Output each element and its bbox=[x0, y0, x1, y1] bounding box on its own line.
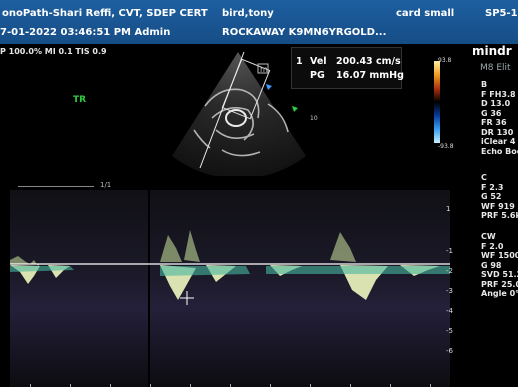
param-b-freq: F FH3.8 bbox=[481, 89, 516, 99]
operator-label: onoPath-Shari Reffi, CVT, SDEP CERT bbox=[2, 8, 208, 19]
param-b-dr: DR 130 bbox=[481, 127, 514, 137]
param-b-echo: Echo Boo bbox=[481, 146, 518, 156]
param-c-gain: G 52 bbox=[481, 192, 502, 201]
power-status: P 100.0% MI 0.1 TIS 0.9 bbox=[0, 47, 107, 56]
param-c-freq: F 2.3 bbox=[481, 182, 504, 192]
study-type: card small bbox=[396, 8, 455, 19]
pg-label: PG bbox=[310, 70, 325, 81]
measurement-box bbox=[291, 47, 402, 89]
cursor-cross[interactable] bbox=[180, 291, 194, 305]
patient-name: bird,tony bbox=[222, 8, 274, 19]
scale-tick: -1 bbox=[446, 247, 453, 255]
params-cw: CW F 2.0 WF 1500 G 98 SVD 51.2 PRF 25.0 … bbox=[481, 232, 518, 299]
sector-depth-label: 10 bbox=[310, 115, 318, 122]
params-c: C F 2.3 G 52 WF 919 PRF 5.6k bbox=[481, 173, 518, 221]
color-scale-max: 93.8 bbox=[438, 57, 452, 64]
scale-tick: -4 bbox=[446, 307, 453, 315]
scale-tick: -5 bbox=[446, 327, 453, 335]
measurement-index: 1 bbox=[296, 56, 303, 67]
param-cw-freq: F 2.0 bbox=[481, 241, 504, 251]
param-b-depth: D 13.0 bbox=[481, 99, 511, 108]
pg-value: 16.07 mmHg bbox=[336, 70, 404, 81]
scale-tick: -3 bbox=[446, 287, 453, 295]
doppler-spectrum bbox=[10, 190, 450, 387]
scale-tick: -6 bbox=[446, 347, 453, 355]
scale-tick: -2 bbox=[446, 267, 453, 275]
param-c-prf: PRF 5.6k bbox=[481, 211, 518, 220]
param-cw-svd: SVD 51.2 bbox=[481, 270, 518, 279]
vel-value: 200.43 cm/s bbox=[336, 56, 401, 67]
param-cw-wf: WF 1500 bbox=[481, 251, 518, 260]
params-b-title: B bbox=[481, 80, 488, 89]
brand-name: mindr bbox=[472, 44, 512, 58]
param-b-iclear: iClear 4 bbox=[481, 137, 516, 146]
direction-marker bbox=[266, 84, 272, 90]
param-cw-prf: PRF 25.0 bbox=[481, 279, 518, 289]
tr-label: TR bbox=[73, 95, 87, 105]
param-c-wf: WF 919 bbox=[481, 201, 515, 211]
trace-range-line bbox=[18, 186, 94, 187]
params-cw-title: CW bbox=[481, 232, 496, 241]
params-c-title: C bbox=[481, 173, 487, 182]
vel-label: Vel bbox=[310, 56, 327, 67]
sector-image: m 10 bbox=[172, 51, 318, 176]
frame-marker: m bbox=[260, 65, 268, 74]
doppler-scale: 1 -1 -2 -3 -4 -5 -6 bbox=[446, 205, 454, 385]
color-scale-bar bbox=[434, 61, 440, 143]
params-b: B F FH3.8 D 13.0 G 36 FR 36 DR 130 iClea… bbox=[481, 80, 518, 156]
scale-tick: 1 bbox=[446, 205, 451, 213]
zoom-label: 1/1 bbox=[100, 181, 112, 189]
param-b-gain: G 36 bbox=[481, 108, 502, 118]
focus-marker bbox=[292, 106, 298, 112]
color-scale-min: -93.8 bbox=[438, 143, 454, 150]
param-cw-angle: Angle 0° bbox=[481, 289, 518, 298]
cw-cursor-line[interactable] bbox=[199, 51, 245, 169]
exam-datetime: 7-01-2022 03:46:51 PM Admin bbox=[0, 27, 171, 38]
param-cw-gain: G 98 bbox=[481, 260, 502, 270]
probe-name: SP5-1s bbox=[485, 8, 518, 19]
param-b-fr: FR 36 bbox=[481, 118, 507, 127]
accession-label: ROCKAWAY K9MN6YRGOLD... bbox=[222, 27, 387, 38]
brand-model: M8 Elit bbox=[480, 63, 511, 73]
header-bar bbox=[0, 0, 518, 44]
